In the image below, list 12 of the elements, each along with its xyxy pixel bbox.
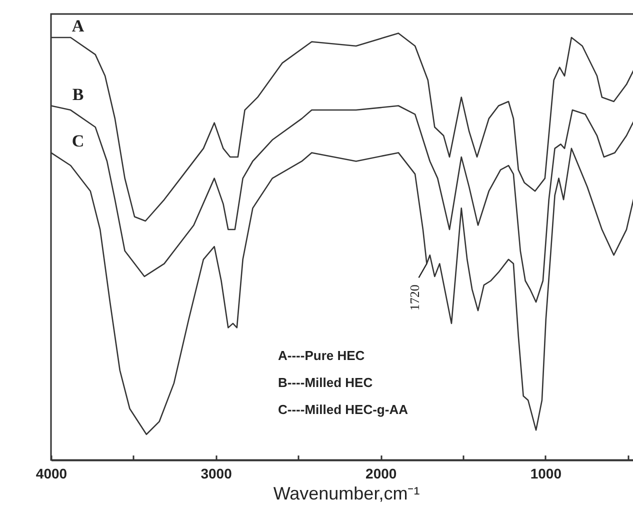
x-axis-title: Wavenumber,cm⁻¹ [273, 484, 420, 504]
annotation: C----Milled HEC-g-AA [278, 402, 409, 417]
x-tick-label: 1000 [530, 466, 562, 482]
annotation: A----Pure HEC [278, 348, 366, 363]
series-label: B [72, 84, 84, 104]
x-tick-label: 4000 [36, 466, 68, 482]
series-label: C [72, 132, 84, 151]
annotation: 1720 [406, 284, 422, 311]
x-tick-label: 3000 [200, 466, 232, 482]
annotation: B----Milled HEC [278, 375, 374, 390]
x-tick-label: 2000 [366, 466, 397, 482]
series-label: A [72, 16, 85, 36]
